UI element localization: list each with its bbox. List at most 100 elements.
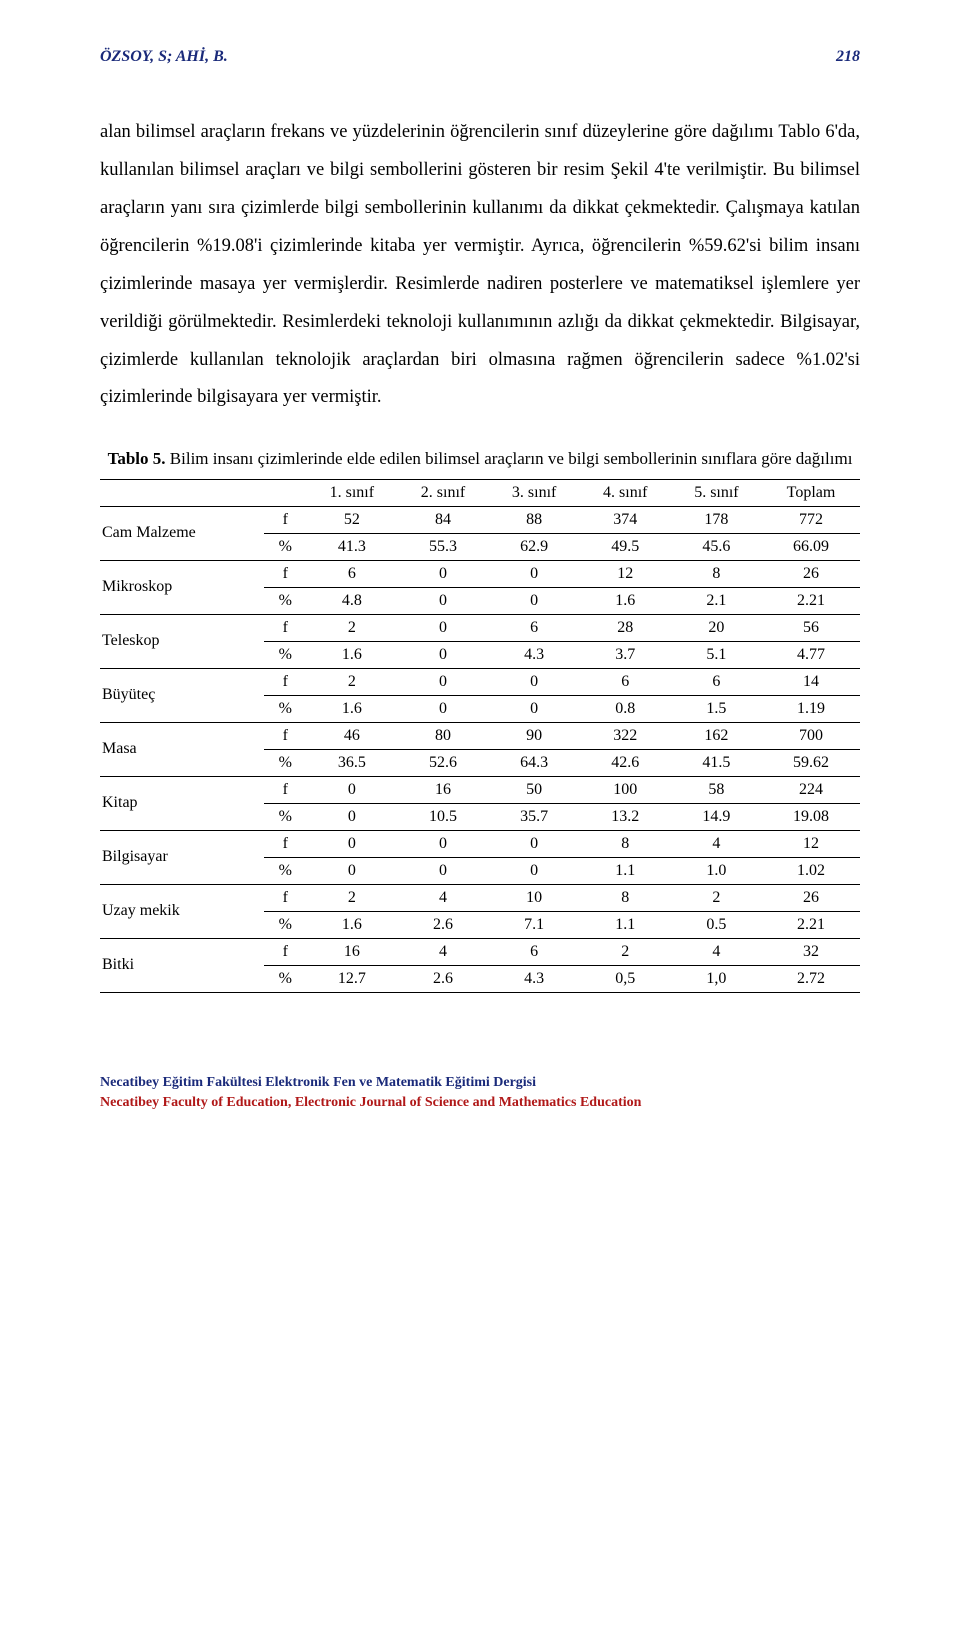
cell: 62.9	[489, 533, 580, 560]
cell: 4	[671, 938, 762, 965]
cell: 88	[489, 506, 580, 533]
cell: 59.62	[762, 749, 860, 776]
cell: 58	[671, 776, 762, 803]
cell: 4	[397, 884, 488, 911]
measure-label: f	[264, 938, 306, 965]
table-caption: Tablo 5. Bilim insanı çizimlerinde elde …	[100, 445, 860, 472]
row-label: Uzay mekik	[100, 884, 264, 938]
cell: 322	[580, 722, 671, 749]
col-header: Toplam	[762, 479, 860, 506]
table-row: Bilgisayarf0008412	[100, 830, 860, 857]
cell: 0	[306, 857, 397, 884]
cell: 0	[397, 560, 488, 587]
measure-label: %	[264, 641, 306, 668]
cell: 0	[397, 857, 488, 884]
cell: 224	[762, 776, 860, 803]
col-header: 1. sınıf	[306, 479, 397, 506]
cell: 700	[762, 722, 860, 749]
cell: 12	[580, 560, 671, 587]
page-footer: Necatibey Eğitim Fakültesi Elektronik Fe…	[100, 1073, 860, 1114]
table-header-row: 1. sınıf 2. sınıf 3. sınıf 4. sınıf 5. s…	[100, 479, 860, 506]
cell: 12.7	[306, 965, 397, 992]
measure-label: %	[264, 587, 306, 614]
cell: 35.7	[489, 803, 580, 830]
cell: 1.6	[306, 641, 397, 668]
running-head-right: 218	[836, 48, 860, 66]
cell: 6	[671, 668, 762, 695]
cell: 4.3	[489, 965, 580, 992]
cell: 162	[671, 722, 762, 749]
cell: 0	[397, 614, 488, 641]
cell: 2.21	[762, 911, 860, 938]
row-label: Teleskop	[100, 614, 264, 668]
measure-label: f	[264, 884, 306, 911]
cell: 2.6	[397, 911, 488, 938]
cell: 36.5	[306, 749, 397, 776]
cell: 2.1	[671, 587, 762, 614]
cell: 13.2	[580, 803, 671, 830]
table-row: Cam Malzemef528488374178772	[100, 506, 860, 533]
cell: 0	[306, 803, 397, 830]
cell: 7.1	[489, 911, 580, 938]
cell: 4	[397, 938, 488, 965]
cell: 2	[671, 884, 762, 911]
cell: 5.1	[671, 641, 762, 668]
cell: 2.6	[397, 965, 488, 992]
cell: 772	[762, 506, 860, 533]
cell: 45.6	[671, 533, 762, 560]
cell: 16	[306, 938, 397, 965]
table-caption-text: Bilim insanı çizimlerinde elde edilen bi…	[166, 449, 853, 468]
cell: 1.6	[306, 695, 397, 722]
cell: 0	[489, 668, 580, 695]
cell: 0	[489, 587, 580, 614]
table-caption-number: Tablo 5.	[108, 449, 166, 468]
cell: 32	[762, 938, 860, 965]
col-header: 3. sınıf	[489, 479, 580, 506]
cell: 8	[580, 884, 671, 911]
table-row: Uzay mekikf24108226	[100, 884, 860, 911]
running-head: ÖZSOY, S; AHİ, B. 218	[100, 48, 860, 66]
row-label: Bitki	[100, 938, 264, 992]
cell: 4	[671, 830, 762, 857]
measure-label: f	[264, 560, 306, 587]
cell: 100	[580, 776, 671, 803]
table-row: Büyüteçf2006614	[100, 668, 860, 695]
page: ÖZSOY, S; AHİ, B. 218 alan bilimsel araç…	[0, 0, 960, 1153]
cell: 1,0	[671, 965, 762, 992]
cell: 0.5	[671, 911, 762, 938]
cell: 46	[306, 722, 397, 749]
cell: 49.5	[580, 533, 671, 560]
cell: 41.5	[671, 749, 762, 776]
cell: 2.21	[762, 587, 860, 614]
cell: 6	[306, 560, 397, 587]
cell: 4.77	[762, 641, 860, 668]
cell: 28	[580, 614, 671, 641]
cell: 374	[580, 506, 671, 533]
cell: 20	[671, 614, 762, 641]
cell: 2	[306, 884, 397, 911]
cell: 80	[397, 722, 488, 749]
row-label: Kitap	[100, 776, 264, 830]
cell: 41.3	[306, 533, 397, 560]
cell: 1.02	[762, 857, 860, 884]
cell: 84	[397, 506, 488, 533]
cell: 0	[489, 857, 580, 884]
cell: 42.6	[580, 749, 671, 776]
table-head: 1. sınıf 2. sınıf 3. sınıf 4. sınıf 5. s…	[100, 479, 860, 506]
cell: 16	[397, 776, 488, 803]
cell: 0	[397, 587, 488, 614]
table-row: Kitapf0165010058224	[100, 776, 860, 803]
cell: 52	[306, 506, 397, 533]
cell: 1.19	[762, 695, 860, 722]
measure-label: %	[264, 911, 306, 938]
measure-label: %	[264, 803, 306, 830]
table-corner-blank2	[264, 479, 306, 506]
measure-label: %	[264, 857, 306, 884]
measure-label: f	[264, 722, 306, 749]
table-row: Teleskopf206282056	[100, 614, 860, 641]
measure-label: f	[264, 506, 306, 533]
col-header: 4. sınıf	[580, 479, 671, 506]
measure-label: %	[264, 695, 306, 722]
cell: 1.6	[580, 587, 671, 614]
cell: 6	[489, 614, 580, 641]
